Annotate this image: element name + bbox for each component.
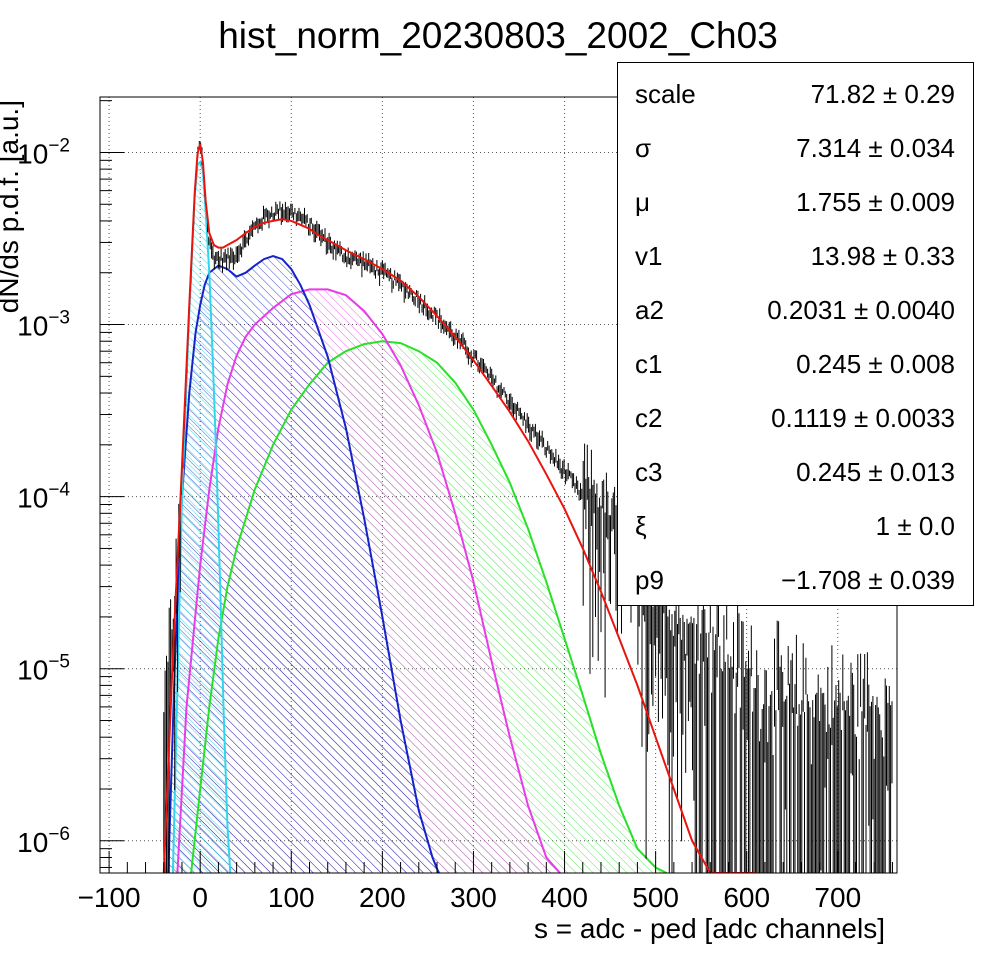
stats-value: 7.314: [796, 133, 862, 163]
plus-minus-sign: ±: [861, 457, 890, 487]
total-fit-curve: [162, 143, 756, 873]
stats-param-value: 7.314 ± 0.034: [796, 133, 955, 164]
stats-param-value: 71.82 ± 0.29: [811, 79, 955, 110]
stats-param-value: 0.1119 ± 0.0033: [771, 403, 955, 434]
plus-minus-sign: ±: [875, 79, 905, 109]
stats-error: 0.0033: [875, 403, 955, 433]
plus-minus-sign: ±: [861, 565, 890, 595]
stats-value: 1.755: [796, 187, 862, 217]
x-tick-label: 600: [723, 882, 770, 913]
stats-param-name: scale: [635, 79, 696, 109]
stats-param-name: σ: [635, 133, 652, 163]
stats-param-value: 1.755 ± 0.009: [796, 187, 955, 218]
y-tick-label: 10−6: [17, 824, 70, 858]
stats-error: 0.034: [889, 133, 955, 163]
axis-ticks: −100 0 100 200 300 400 500 600 70010−210−310−410…: [17, 100, 893, 913]
stats-param-value: 0.245 ± 0.008: [796, 349, 955, 380]
y-tick-label: 10−2: [17, 135, 70, 169]
stats-param-name: c2: [635, 403, 663, 433]
stats-param-value: 0.245 ± 0.013: [796, 457, 955, 488]
stats-row: μ 1.755 ± 0.009: [618, 173, 973, 227]
stats-error: 0.013: [889, 457, 955, 487]
stats-param-name: c3: [635, 457, 663, 487]
x-tick-label: 200: [359, 882, 406, 913]
x-tick-label: 700: [814, 882, 861, 913]
stats-row: v1 13.98 ± 0.33: [618, 227, 973, 281]
x-tick-label: 300: [450, 882, 497, 913]
stats-error: 0.29: [904, 79, 955, 109]
stats-error: 0.33: [904, 241, 955, 271]
stats-row: scale 71.82 ± 0.29: [618, 65, 973, 119]
series-lines: [162, 141, 893, 873]
plus-minus-sign: ±: [861, 349, 890, 379]
fit-stats-box: scale 71.82 ± 0.29 σ 7.314 ± 0.034 μ 1.755 ± …: [617, 62, 974, 606]
stats-param-name: ξ: [635, 511, 647, 541]
stats-value: −1.708: [780, 565, 862, 595]
data-histogram: [163, 141, 893, 873]
y-axis-label: dN/ds p.d.f. [a.u.]: [0, 100, 24, 313]
x-tick-label: 400: [541, 882, 588, 913]
stats-param-value: 1 ± 0.0: [876, 511, 955, 542]
stats-param-name: p9: [635, 565, 664, 595]
stats-row: c2 0.1119 ± 0.0033: [618, 389, 973, 443]
stats-row: σ 7.314 ± 0.034: [618, 119, 973, 173]
stats-error: 0.008: [889, 349, 955, 379]
chart-title: hist_norm_20230803_2002_Ch03: [218, 15, 778, 56]
y-tick-label: 10−3: [17, 308, 70, 342]
stats-value: 1: [875, 511, 891, 541]
stats-row: c3 0.245 ± 0.013: [618, 443, 973, 497]
stats-row: ξ 1 ± 0.0: [618, 497, 973, 551]
stats-value: 13.98: [810, 241, 876, 271]
stats-value: 0.1119: [771, 403, 847, 433]
pe2-curve: [176, 288, 561, 873]
stats-error: 0.039: [889, 565, 955, 595]
x-tick-label: 100: [268, 882, 315, 913]
stats-param-name: a2: [635, 295, 664, 325]
stats-row: a2 0.2031 ± 0.0040: [618, 281, 973, 335]
stats-value: 0.245: [796, 349, 862, 379]
plus-minus-sign: ±: [861, 187, 890, 217]
pe1-fill: [168, 256, 439, 873]
x-axis-label: s = adc - ped [adc channels]: [534, 913, 885, 944]
pe3-curve: [190, 340, 668, 873]
stats-error: 0.0: [918, 511, 955, 541]
x-tick-label: 0: [192, 882, 208, 913]
stats-param-value: 0.2031 ± 0.0040: [767, 295, 955, 326]
y-tick-label: 10−5: [17, 652, 70, 686]
stats-error: 0.009: [889, 187, 955, 217]
x-tick-label: −100: [78, 882, 141, 913]
stats-param-name: c1: [635, 349, 663, 379]
stats-value: 71.82: [810, 79, 876, 109]
stats-error: 0.0040: [875, 295, 955, 325]
plus-minus-sign: ±: [875, 241, 905, 271]
stats-value: 0.245: [796, 457, 862, 487]
stats-param-name: μ: [635, 187, 650, 217]
stats-param-name: v1: [635, 241, 663, 271]
stats-value: 0.2031: [767, 295, 847, 325]
plus-minus-sign: ±: [846, 295, 876, 325]
y-tick-label: 10−4: [17, 480, 70, 514]
stats-row: p9 −1.708 ± 0.039: [618, 551, 973, 605]
plus-minus-sign: ±: [846, 403, 876, 433]
pe1-curve: [167, 255, 440, 873]
plus-minus-sign: ±: [861, 133, 890, 163]
x-tick-label: 500: [632, 882, 679, 913]
stats-param-value: 13.98 ± 0.33: [811, 241, 955, 272]
stats-param-value: −1.708 ± 0.039: [781, 565, 955, 596]
plus-minus-sign: ±: [890, 511, 919, 541]
stats-row: c1 0.245 ± 0.008: [618, 335, 973, 389]
